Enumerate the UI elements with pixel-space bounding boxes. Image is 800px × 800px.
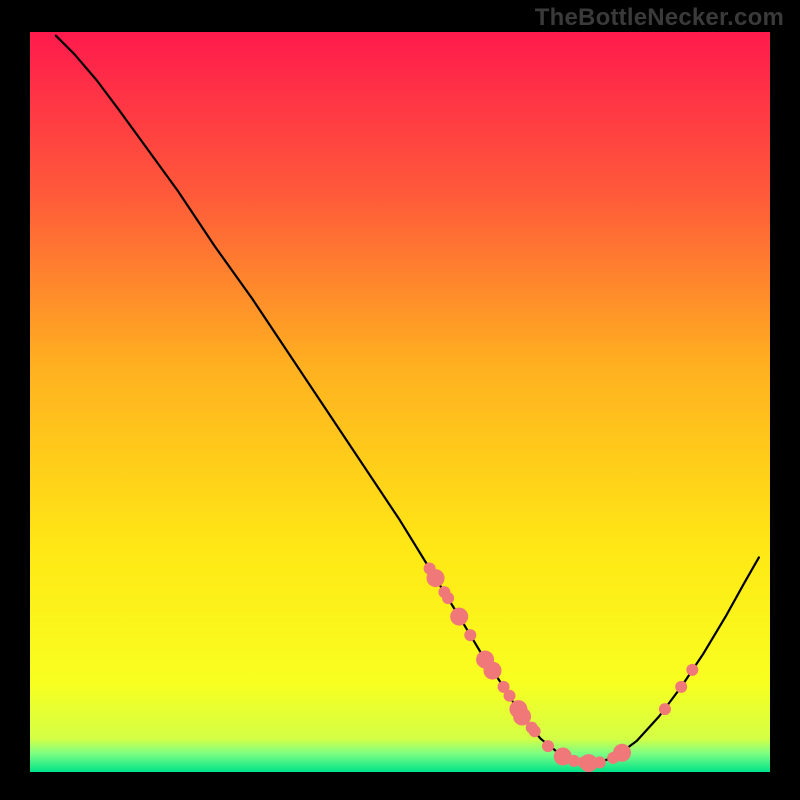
data-marker	[529, 725, 541, 737]
data-marker	[659, 703, 671, 715]
chart-container: TheBottleNecker.com	[0, 0, 800, 800]
data-marker	[450, 608, 468, 626]
data-marker	[675, 681, 687, 693]
data-marker	[613, 744, 631, 762]
data-marker	[427, 569, 445, 587]
data-marker	[484, 662, 502, 680]
plot-background	[30, 32, 770, 772]
plot-area	[30, 32, 770, 772]
data-marker	[542, 740, 554, 752]
chart-svg	[30, 32, 770, 772]
data-marker	[442, 592, 454, 604]
watermark-text: TheBottleNecker.com	[535, 4, 784, 32]
data-marker	[686, 664, 698, 676]
data-marker	[594, 756, 606, 768]
data-marker	[464, 629, 476, 641]
data-marker	[504, 690, 516, 702]
